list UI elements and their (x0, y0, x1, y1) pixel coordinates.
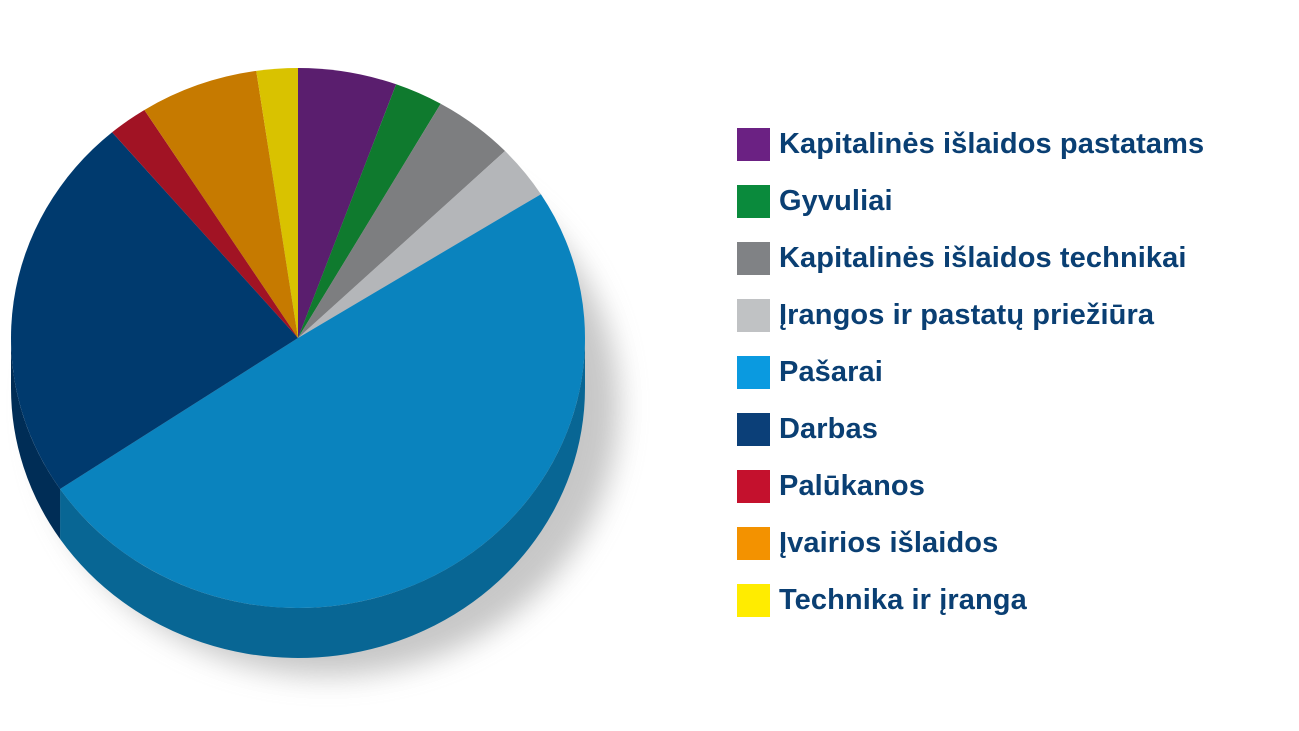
legend-label: Gyvuliai (779, 185, 893, 217)
legend-label: Technika ir įranga (779, 584, 1027, 616)
legend-swatch (737, 185, 770, 218)
legend-item: Kapitalinės išlaidos technikai (737, 230, 1204, 287)
legend-item: Technika ir įranga (737, 572, 1204, 629)
legend-swatch (737, 128, 770, 161)
pie-side-4 (60, 338, 585, 658)
legend-item: Palūkanos (737, 458, 1204, 515)
legend-swatch (737, 584, 770, 617)
pie-slice-8 (256, 68, 298, 338)
pie-slice-1 (298, 84, 441, 338)
pie-chart (10, 68, 619, 676)
legend-item: Įvairios išlaidos (737, 515, 1204, 572)
pie-slice-4 (60, 194, 586, 609)
legend-swatch (737, 470, 770, 503)
pie-slice-3 (298, 151, 541, 338)
legend-swatch (737, 299, 770, 332)
legend-swatch (737, 527, 770, 560)
legend-item: Darbas (737, 401, 1204, 458)
legend-label: Palūkanos (779, 470, 925, 502)
pie-slice-2 (298, 103, 506, 339)
pie-side-5 (11, 338, 61, 539)
legend-item: Pašarai (737, 344, 1204, 401)
pie-slice-7 (144, 70, 298, 338)
pie-chart-svg (10, 68, 619, 676)
legend-item: Gyvuliai (737, 173, 1204, 230)
legend-swatch (737, 356, 770, 389)
legend-label: Pašarai (779, 356, 883, 388)
legend-label: Kapitalinės išlaidos pastatams (779, 128, 1205, 160)
legend-item: Kapitalinės išlaidos pastatams (737, 116, 1204, 173)
pie-slice-0 (298, 68, 397, 338)
legend-swatch (737, 242, 770, 275)
pie-slice-5 (10, 132, 298, 489)
legend-item: Įrangos ir pastatų priežiūra (737, 287, 1204, 344)
legend-label: Darbas (779, 413, 878, 445)
legend-label: Įrangos ir pastatų priežiūra (779, 299, 1155, 331)
legend-label: Kapitalinės išlaidos technikai (779, 242, 1187, 274)
legend-swatch (737, 413, 770, 446)
legend-label: Įvairios išlaidos (779, 527, 999, 559)
pie-slice-6 (112, 109, 298, 338)
chart-legend: Kapitalinės išlaidos pastatams Gyvuliai Ka… (737, 116, 1204, 629)
